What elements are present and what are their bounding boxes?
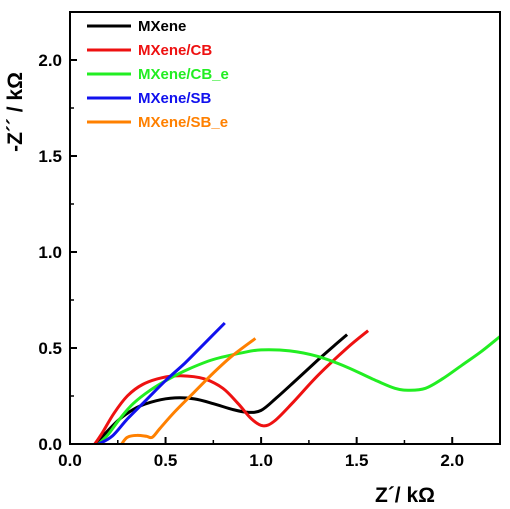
x-tick-label: 0.0 <box>58 451 82 470</box>
x-axis-title: Z´/ kΩ <box>375 484 435 507</box>
y-tick-label: 0.0 <box>38 435 62 454</box>
axis-ticks <box>69 59 454 445</box>
legend-label: MXene/SB <box>138 90 212 107</box>
legend-label: MXene/CB <box>138 42 212 59</box>
legend-label: MXene/SB_e <box>138 114 228 131</box>
x-tick-label: 2.0 <box>440 451 464 470</box>
x-tick-label: 1.5 <box>345 451 369 470</box>
series-lines <box>93 321 500 444</box>
y-tick-label: 1.5 <box>38 147 62 166</box>
y-tick-label: 2.0 <box>38 51 62 70</box>
y-tick-label: 1.0 <box>38 243 62 262</box>
plot-frame <box>69 11 501 445</box>
axis-tick-labels: 0.0 0.5 1.0 1.5 2.0 0.0 0.5 1.0 1.5 2.0 <box>38 51 464 470</box>
series-line-2 <box>97 335 500 444</box>
series-line-1 <box>93 329 370 444</box>
y-tick-label: 0.5 <box>38 339 62 358</box>
legend-label: MXene/CB_e <box>138 66 229 83</box>
legend: MXene MXene/CB MXene/CB_e MXene/SB MXene/SB_… <box>87 18 229 131</box>
series-line-3 <box>97 321 226 444</box>
x-tick-label: 1.0 <box>249 451 273 470</box>
x-tick-label: 0.5 <box>154 451 178 470</box>
series-line-0 <box>93 333 349 444</box>
legend-label: MXene <box>138 18 186 35</box>
y-axis-title: -Z´´ / kΩ <box>4 72 27 152</box>
series-line-4 <box>120 337 257 444</box>
